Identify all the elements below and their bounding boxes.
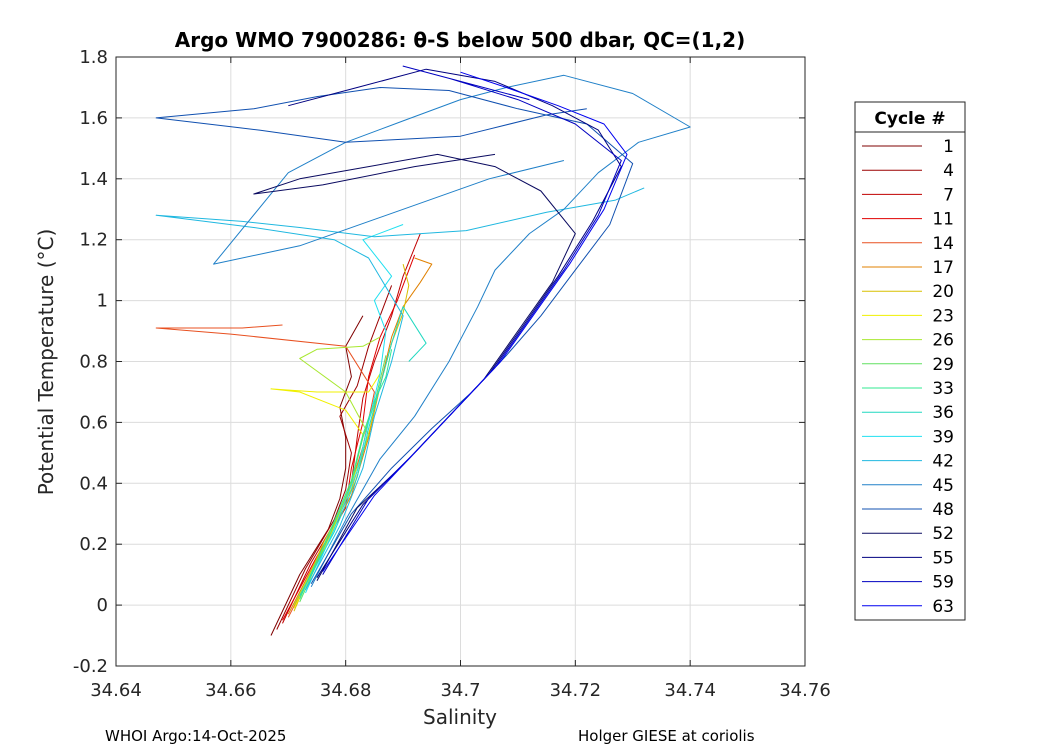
series-line-cycle-42 bbox=[155, 187, 645, 591]
series-line-cycle-33 bbox=[299, 349, 393, 600]
y-tick-label: 1.8 bbox=[79, 47, 108, 68]
axis-ticks: 34.64 34.66 34.68 34.7 34.72 34.74 34.76 -0.2 0 0… bbox=[73, 47, 831, 701]
y-tick-label: 0 bbox=[97, 595, 108, 616]
series-line-cycle-4 bbox=[276, 285, 393, 630]
y-tick-label: 1 bbox=[97, 291, 108, 312]
series-lines bbox=[155, 65, 691, 636]
footer-left: WHOI Argo:14-Oct-2025 bbox=[105, 727, 286, 745]
legend: Cycle # 14711141720232629333639424548525… bbox=[854, 101, 966, 621]
footer-right: Holger GIESE at coriolis bbox=[578, 727, 755, 745]
legend-label-cycle-52: 52 bbox=[932, 524, 954, 544]
x-tick-label: 34.66 bbox=[205, 680, 257, 701]
x-tick-label: 34.68 bbox=[320, 680, 372, 701]
x-tick-label: 34.76 bbox=[779, 680, 831, 701]
legend-label-cycle-33: 33 bbox=[932, 379, 954, 399]
legend-title: Cycle # bbox=[874, 109, 945, 129]
y-tick-label: 0.2 bbox=[79, 534, 108, 555]
legend-label-cycle-1: 1 bbox=[943, 137, 954, 157]
series-line-cycle-36 bbox=[299, 306, 427, 597]
legend-label-cycle-4: 4 bbox=[943, 161, 954, 181]
legend-label-cycle-11: 11 bbox=[932, 210, 954, 230]
legend-label-cycle-23: 23 bbox=[932, 306, 954, 326]
series-line-cycle-45 bbox=[213, 74, 691, 588]
legend-label-cycle-39: 39 bbox=[932, 427, 954, 447]
legend-label-cycle-45: 45 bbox=[932, 476, 954, 496]
chart-title: Argo WMO 7900286: θ-S below 500 dbar, QC… bbox=[175, 28, 745, 52]
y-tick-label: 1.4 bbox=[79, 169, 108, 190]
series-line-cycle-63 bbox=[322, 71, 628, 572]
legend-label-cycle-14: 14 bbox=[932, 234, 954, 254]
x-tick-label: 34.74 bbox=[664, 680, 716, 701]
series-line-cycle-29 bbox=[299, 355, 387, 603]
series-line-cycle-1 bbox=[270, 315, 364, 636]
y-tick-label: 1.6 bbox=[79, 108, 108, 129]
legend-label-cycle-17: 17 bbox=[932, 258, 954, 278]
y-tick-label: 0.4 bbox=[79, 473, 108, 494]
y-tick-label: 0.8 bbox=[79, 352, 108, 373]
x-tick-label: 34.72 bbox=[550, 680, 602, 701]
legend-label-cycle-42: 42 bbox=[932, 452, 954, 472]
legend-label-cycle-29: 29 bbox=[932, 355, 954, 375]
legend-label-cycle-59: 59 bbox=[932, 573, 954, 593]
legend-label-cycle-20: 20 bbox=[932, 282, 954, 302]
y-tick-label: -0.2 bbox=[73, 656, 108, 677]
series-line-cycle-39 bbox=[305, 224, 404, 594]
x-axis-label: Salinity bbox=[423, 705, 497, 729]
series-line-cycle-23 bbox=[270, 373, 381, 609]
legend-label-cycle-36: 36 bbox=[932, 403, 954, 423]
legend-label-cycle-7: 7 bbox=[943, 185, 954, 205]
x-tick-label: 34.64 bbox=[90, 680, 142, 701]
y-axis-label: Potential Temperature (°C) bbox=[34, 229, 58, 496]
y-tick-label: 1.2 bbox=[79, 230, 108, 251]
y-tick-label: 0.6 bbox=[79, 412, 108, 433]
legend-label-cycle-48: 48 bbox=[932, 500, 954, 520]
x-tick-label: 34.7 bbox=[440, 680, 480, 701]
series-line-cycle-48 bbox=[155, 87, 634, 585]
legend-label-cycle-26: 26 bbox=[932, 331, 954, 351]
legend-label-cycle-63: 63 bbox=[932, 597, 954, 617]
legend-label-cycle-55: 55 bbox=[932, 548, 954, 568]
